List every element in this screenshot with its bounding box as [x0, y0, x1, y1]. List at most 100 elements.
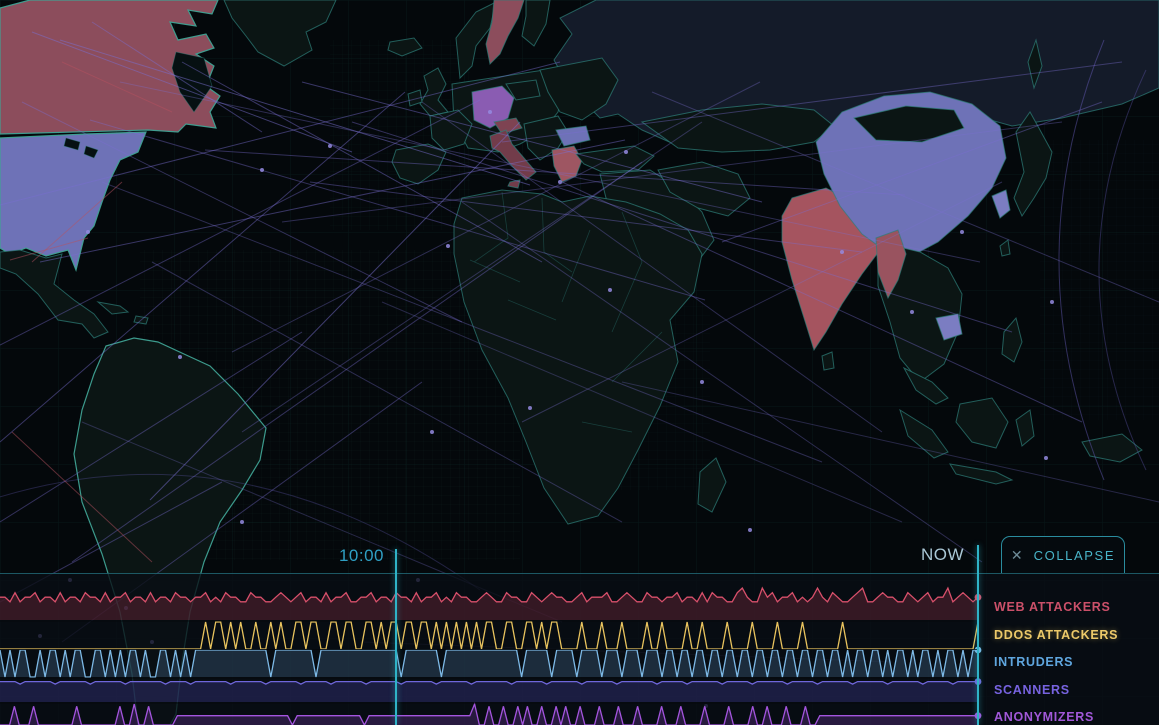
country-bulgaria [555, 125, 591, 147]
island-borneo [955, 397, 1009, 449]
attack-line [461, 201, 983, 563]
island-cuba [96, 301, 130, 315]
attack-line [0, 61, 561, 206]
country-iceland [387, 37, 423, 57]
collapse-button-label: COLLAPSE [1033, 547, 1116, 563]
attack-dot [260, 168, 264, 172]
attack-line [149, 121, 521, 501]
attack-line [501, 61, 1123, 143]
attack-line [621, 381, 1159, 503]
country-iran [657, 161, 751, 217]
attack-dot [178, 355, 182, 359]
attack-line [421, 101, 883, 433]
country-germany [471, 85, 515, 129]
country-turkey [575, 145, 655, 173]
timeline-start-marker [395, 549, 397, 725]
attack-line [561, 181, 1083, 423]
legend-item-ddos-attackers[interactable]: DDOS ATTACKERS [994, 628, 1119, 642]
timeline-panel [0, 573, 1159, 725]
intruders-sparkline [0, 646, 982, 678]
attack-dot [1044, 456, 1048, 460]
attack-line [721, 101, 1103, 243]
attack-line [204, 149, 906, 196]
country-sweden [485, 0, 525, 66]
attack-line [351, 121, 1013, 333]
attack-dot [528, 406, 532, 410]
country-china [815, 91, 1007, 259]
island-philippines [1001, 316, 1023, 363]
legend-item-anonymizers[interactable]: ANONYMIZERS [994, 710, 1095, 724]
timeline-chart-area[interactable] [0, 574, 982, 725]
island-sumatra [899, 408, 949, 459]
attack-dot [840, 250, 844, 254]
attack-line [381, 301, 903, 523]
country-mexico [0, 249, 109, 339]
attack-arcs [0, 39, 1147, 591]
attack-line [0, 331, 303, 523]
attack-line [281, 121, 1063, 223]
country-france [429, 109, 473, 151]
country-norway [455, 1, 497, 80]
island-madagascar [697, 457, 727, 513]
country-cambodia [935, 313, 963, 341]
country-japan [1013, 111, 1053, 218]
island-taiwan [999, 239, 1011, 257]
attack-line [21, 101, 463, 323]
attack-line [301, 81, 763, 203]
attack-dot [558, 180, 562, 184]
attack-line [0, 91, 406, 443]
attack-line [241, 121, 703, 433]
attack-line [101, 181, 823, 463]
web-attackers-sparkline [0, 586, 982, 620]
region-malaysia [902, 366, 949, 405]
island-sulawesi [1015, 409, 1035, 447]
country-mongolia [853, 105, 965, 143]
attack-line [0, 99, 481, 346]
attack-dot [608, 288, 612, 292]
island-hispaniola [133, 315, 149, 325]
attack-dot [86, 230, 90, 234]
country-myanmar [875, 229, 907, 300]
country-ireland [407, 89, 423, 107]
africa-internal-borders [469, 191, 663, 433]
attack-dot [960, 230, 964, 234]
legend-item-web-attackers[interactable]: WEB ATTACKERS [994, 600, 1111, 614]
hudson-bay [171, 51, 213, 113]
close-icon: ✕ [1010, 547, 1023, 563]
continent-africa [453, 189, 703, 525]
region-balkans [523, 115, 569, 161]
legend-item-intruders[interactable]: INTRUDERS [994, 655, 1074, 669]
timeline-now-marker[interactable] [977, 545, 979, 725]
attack-dot [430, 430, 434, 434]
island-sakhalin [1027, 38, 1043, 90]
attack-dot [700, 380, 704, 384]
great-lakes [63, 137, 99, 159]
attack-dot [624, 150, 628, 154]
attack-line [39, 139, 626, 263]
attack-line [89, 119, 706, 301]
timeline-now-label: NOW [920, 545, 964, 564]
attack-line [31, 181, 123, 263]
attack-dot [240, 520, 244, 524]
country-austria [493, 117, 523, 135]
ddos-attackers-sparkline [0, 621, 979, 650]
attack-dot [1050, 300, 1054, 304]
legend-item-scanners[interactable]: SCANNERS [994, 683, 1070, 697]
timeline-start-label: 10:00 [338, 546, 384, 565]
attack-line [71, 161, 643, 563]
attack-line [651, 91, 1159, 303]
collapse-button[interactable]: ✕ COLLAPSE [1001, 536, 1125, 573]
country-canada [0, 0, 221, 135]
scanners-sparkline [0, 678, 982, 702]
attack-dot [446, 244, 450, 248]
attack-line [181, 61, 543, 263]
attack-dot [910, 310, 914, 314]
country-greece [551, 145, 583, 183]
attack-line [61, 61, 173, 113]
attack-line [59, 39, 531, 186]
attack-line [151, 261, 623, 523]
anonymizers-sparkline [0, 701, 982, 725]
